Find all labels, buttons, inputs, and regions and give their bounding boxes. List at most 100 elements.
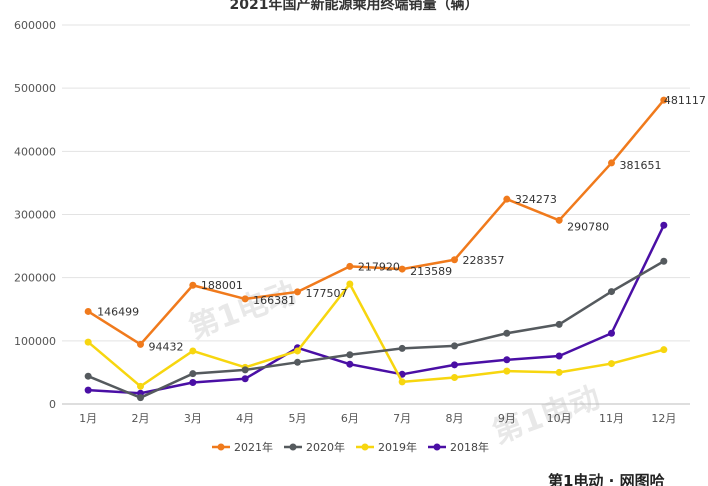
data-point <box>294 347 301 355</box>
data-point <box>346 360 354 368</box>
data-label: 213589 <box>410 265 452 278</box>
series-line-2019年 <box>87 282 665 388</box>
data-point <box>137 382 144 390</box>
data-point <box>503 367 511 375</box>
x-tick-label: 1月 <box>79 412 97 425</box>
data-point <box>451 361 458 369</box>
series-line-2020年 <box>87 260 665 399</box>
x-tick-label: 12月 <box>651 412 676 425</box>
data-label: 324273 <box>515 193 557 206</box>
data-label: 177507 <box>306 287 348 300</box>
data-point <box>137 394 144 402</box>
data-point <box>189 281 197 289</box>
data-point <box>398 344 406 352</box>
series-line-2018年 <box>88 224 665 395</box>
data-point <box>503 195 511 203</box>
data-point <box>660 346 668 354</box>
data-label: 290780 <box>567 220 609 233</box>
data-point <box>294 358 301 366</box>
legend-swatch-marker <box>361 443 369 451</box>
legend-swatch-marker <box>217 443 225 451</box>
data-point <box>84 372 92 380</box>
chart-title: 2021年国产新能源乘用终端销量（辆） <box>230 0 479 13</box>
data-point <box>451 256 458 264</box>
legend[interactable]: 2021年 2020年 2019年 2018年 <box>212 440 489 454</box>
data-point <box>346 351 354 359</box>
y-tick-label: 400000 <box>14 145 56 158</box>
y-tick-label: 500000 <box>14 82 56 95</box>
data-point <box>660 96 668 104</box>
legend-label: 2021年 <box>234 440 273 454</box>
data-point <box>398 378 406 386</box>
legend-item-2020年[interactable]: 2020年 <box>284 440 345 454</box>
series-lines <box>84 96 668 402</box>
data-point <box>451 373 458 381</box>
data-point <box>346 280 354 288</box>
y-tick-label: 600000 <box>14 19 56 32</box>
data-point <box>137 340 144 348</box>
data-point <box>555 352 563 360</box>
x-tick-label: 10月 <box>547 412 572 425</box>
y-tick-label: 0 <box>49 398 56 411</box>
data-point <box>608 288 615 296</box>
data-point <box>84 338 92 346</box>
data-point <box>241 295 249 303</box>
data-point <box>241 375 249 383</box>
data-point <box>84 307 92 315</box>
series-line-2021年 <box>87 99 665 346</box>
data-point <box>84 386 92 394</box>
x-axis-ticks: 1月 2月 3月 4月 5月 6月 7月 8月 9月 10月 11月 12月 <box>79 412 676 425</box>
footer-logo-text: 第1电动 · 网图哈 <box>548 472 665 486</box>
data-point <box>189 347 197 355</box>
y-axis-ticks: 0 100000 200000 300000 400000 500000 600000 <box>14 19 56 411</box>
data-point <box>189 379 197 387</box>
data-point <box>503 329 511 337</box>
data-label: 146499 <box>97 305 139 318</box>
legend-item-2021年[interactable]: 2021年 <box>212 440 273 454</box>
data-point <box>503 356 511 364</box>
legend-item-2018年[interactable]: 2018年 <box>428 440 489 454</box>
data-point <box>346 262 354 270</box>
data-point <box>241 366 249 374</box>
data-point <box>451 342 458 350</box>
legend-item-2019年[interactable]: 2019年 <box>356 440 417 454</box>
legend-label: 2019年 <box>378 440 417 454</box>
data-label: 188001 <box>201 279 243 292</box>
data-point <box>189 370 197 378</box>
legend-swatch-marker <box>433 443 441 451</box>
data-point <box>660 257 668 265</box>
data-label: 381651 <box>620 159 662 172</box>
data-point <box>608 360 615 368</box>
data-point <box>608 159 615 167</box>
data-point <box>555 368 563 376</box>
x-tick-label: 4月 <box>236 412 254 425</box>
y-tick-label: 200000 <box>14 272 56 285</box>
legend-label: 2018年 <box>450 440 489 454</box>
data-labels: 146499 94432 188001 166381 177507 217920 21358… <box>97 94 706 353</box>
x-tick-label: 9月 <box>498 412 516 425</box>
x-tick-label: 2月 <box>132 412 150 425</box>
y-tick-label: 300000 <box>14 209 56 222</box>
legend-swatch-marker <box>289 443 297 451</box>
x-tick-label: 6月 <box>341 412 359 425</box>
grid <box>62 24 690 405</box>
data-point <box>555 320 563 328</box>
x-tick-label: 7月 <box>393 412 411 425</box>
x-tick-label: 8月 <box>446 412 464 425</box>
data-label: 228357 <box>463 254 505 267</box>
data-label: 166381 <box>253 294 295 307</box>
data-label: 94432 <box>149 340 184 353</box>
y-tick-label: 100000 <box>14 335 56 348</box>
data-label: 217920 <box>358 260 400 273</box>
legend-label: 2020年 <box>306 440 345 454</box>
footer-logo: 第1电动 · 网图哈 <box>530 472 708 486</box>
data-point <box>294 288 301 296</box>
data-point <box>555 216 563 224</box>
data-point <box>660 221 668 229</box>
x-tick-label: 11月 <box>599 412 624 425</box>
x-tick-label: 3月 <box>184 412 202 425</box>
data-label: 481117 <box>664 94 706 107</box>
x-tick-label: 5月 <box>289 412 307 425</box>
